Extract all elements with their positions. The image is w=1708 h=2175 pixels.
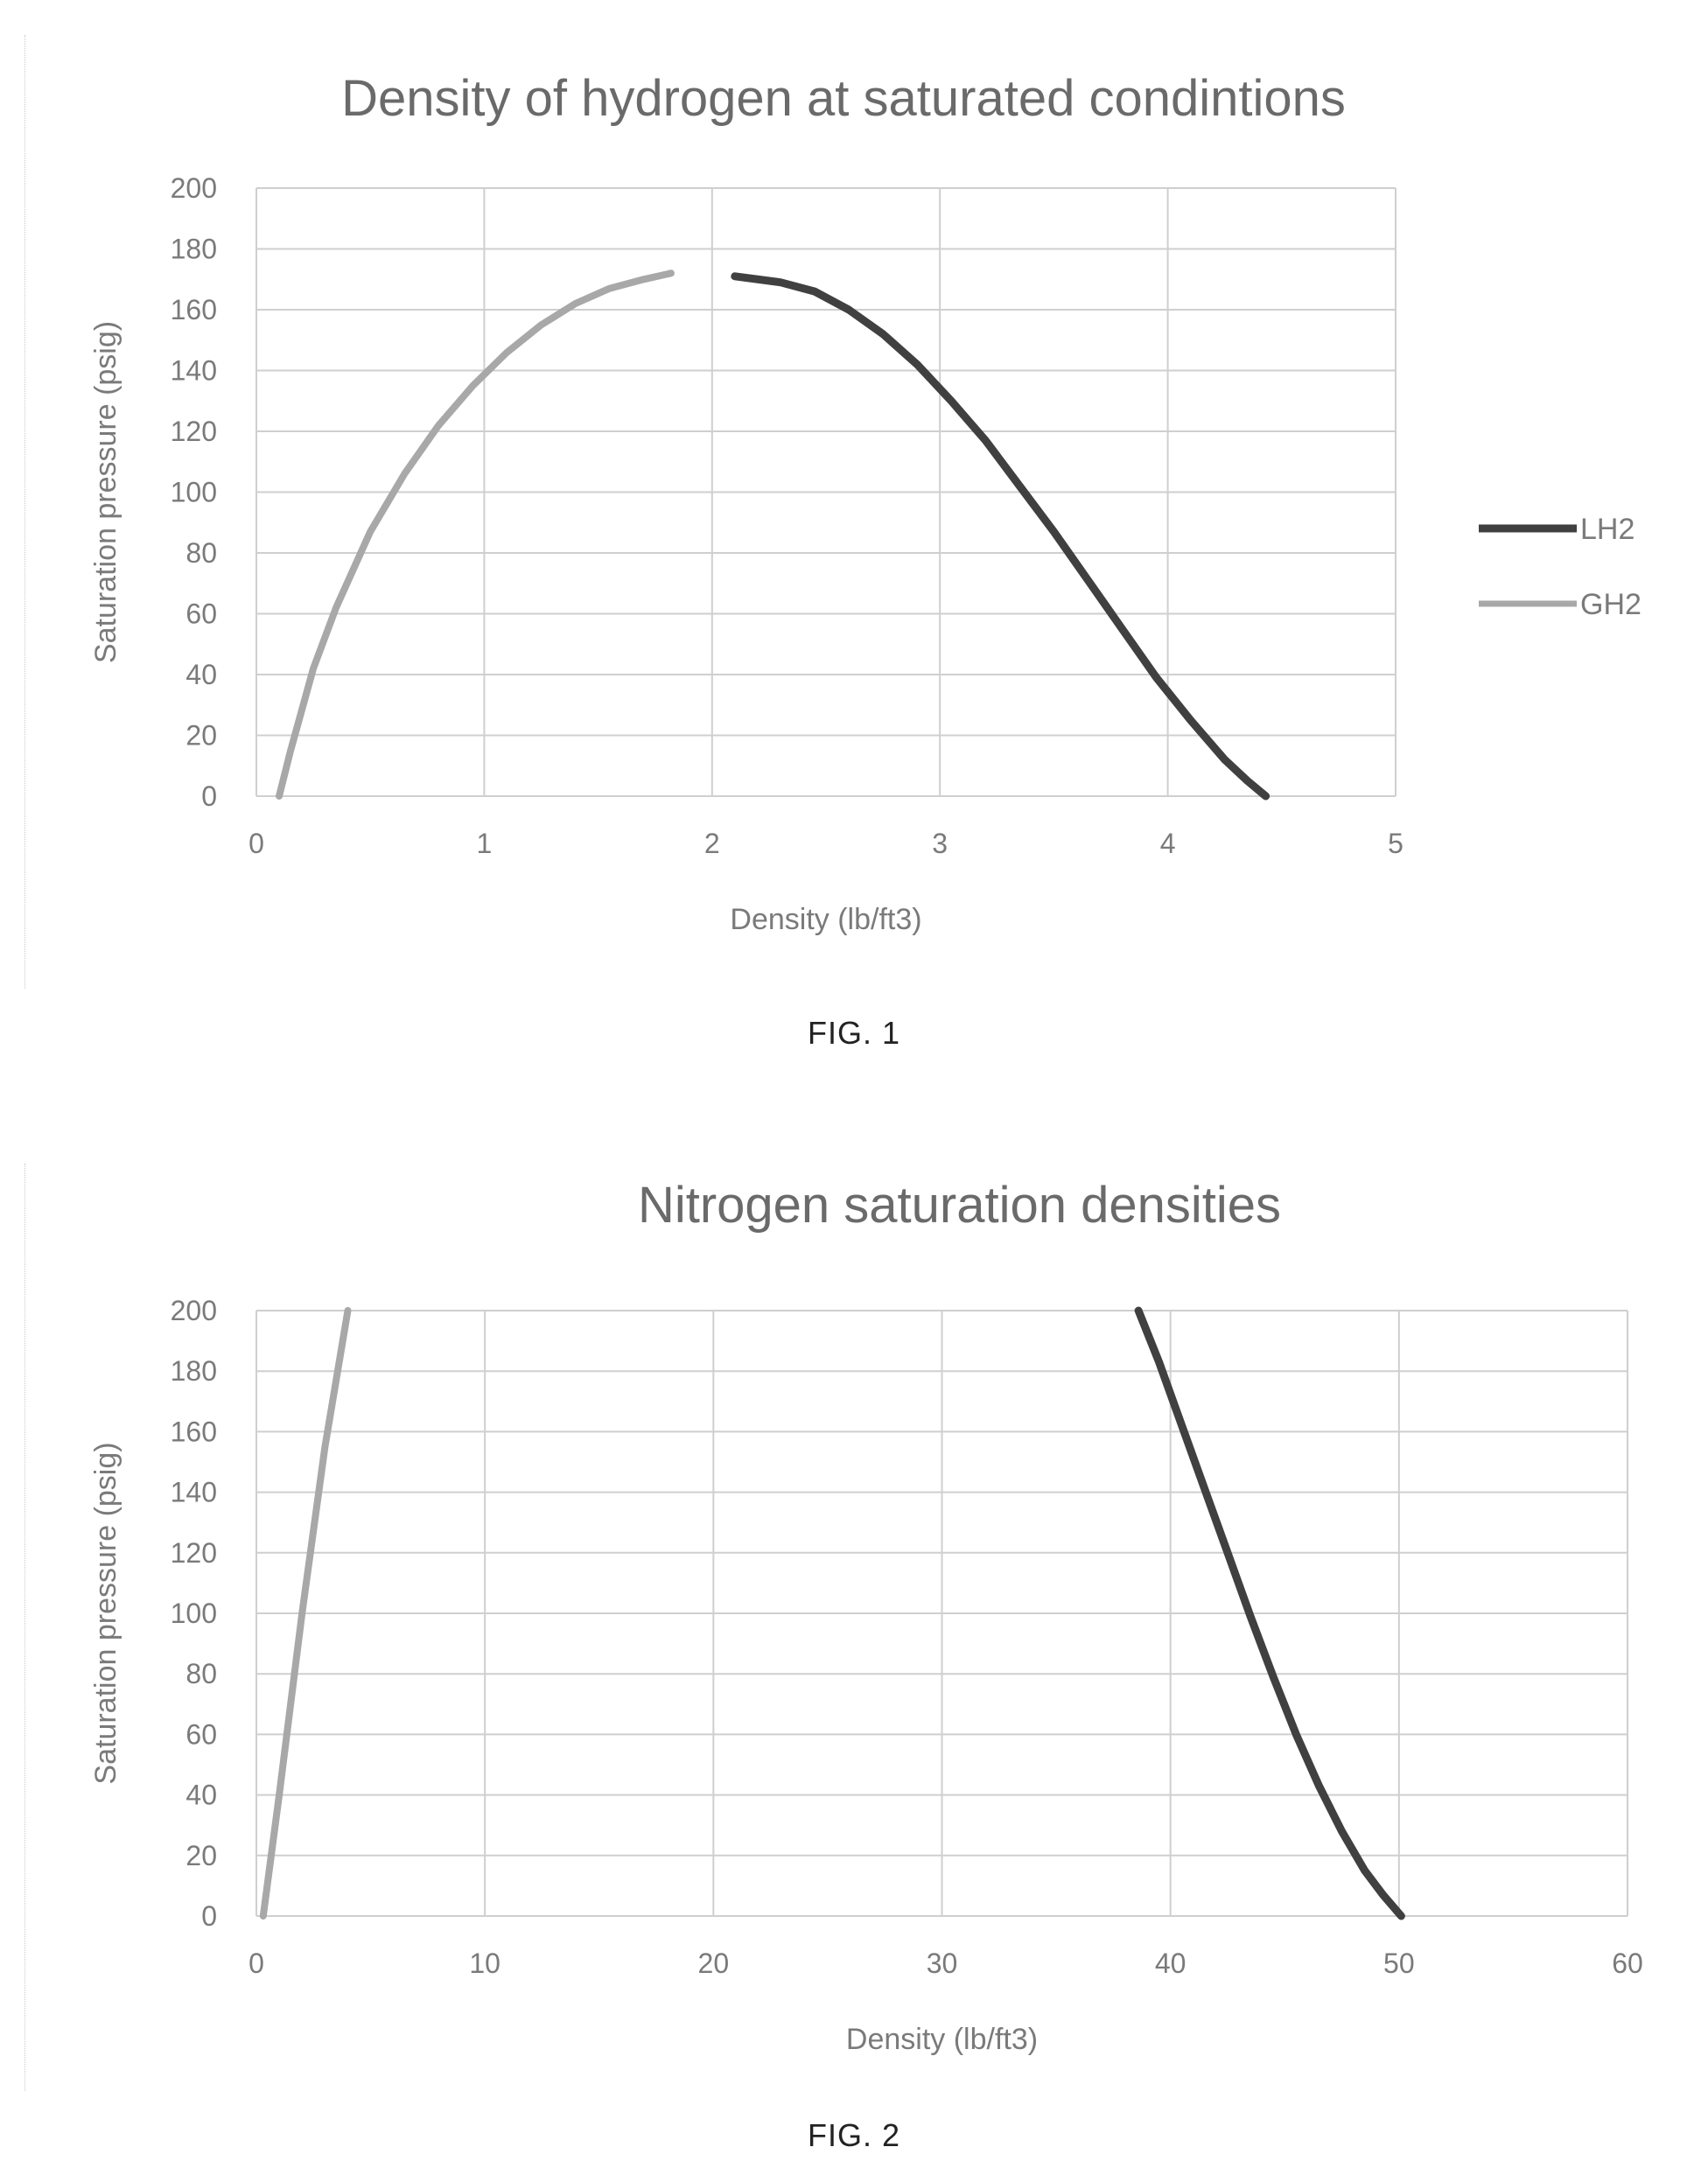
figure-2: Nitrogen saturation densities 0 20 40 60 80 10… (0, 1129, 1708, 2091)
y-tick-label: 160 (171, 294, 217, 325)
nitrogen-density-chart: Nitrogen saturation densities 0 20 40 60 80 10… (89, 1177, 1643, 2056)
page-edge-mark (24, 35, 25, 989)
y-tick-label: 160 (171, 1416, 217, 1447)
y-tick-label: 200 (171, 172, 217, 204)
x-tick-label: 50 (1383, 1948, 1415, 1979)
y-tick-label: 180 (171, 1355, 217, 1387)
x-axis-label: Density (lb/ft3) (730, 903, 921, 936)
legend-label-lh2: LH2 (1580, 513, 1634, 546)
x-tick-label: 2 (704, 828, 720, 859)
y-tick-label: 140 (171, 1477, 217, 1508)
y-tick-label: 200 (171, 1295, 217, 1326)
y-tick-label: 40 (186, 1780, 217, 1811)
y-tick-label: 60 (186, 1718, 217, 1750)
series-line-1 (1134, 1306, 1405, 1920)
y-tick-label: 20 (186, 720, 217, 752)
page-edge-mark (24, 1164, 25, 2091)
chart-title: Density of hydrogen at saturated condint… (341, 70, 1346, 127)
figure-1-caption: FIG. 1 (807, 1015, 901, 1051)
y-tick-label: 180 (171, 234, 217, 265)
y-axis-label: Saturation pressure (psig) (89, 1442, 122, 1784)
y-tick-label: 140 (171, 355, 217, 387)
hydrogen-density-chart: Density of hydrogen at saturated condint… (89, 70, 1642, 936)
y-tick-label: 100 (171, 477, 217, 508)
y-tick-label: 20 (186, 1840, 217, 1871)
x-tick-label: 60 (1612, 1948, 1643, 1979)
y-tick-label: 40 (186, 659, 217, 690)
y-tick-label: 60 (186, 598, 217, 630)
y-tick-label: 120 (171, 1537, 217, 1569)
series-line-2 (259, 1307, 352, 1920)
x-tick-label: 10 (469, 1948, 500, 1979)
chart-title: Nitrogen saturation densities (638, 1177, 1281, 1234)
gh2-series-line (276, 269, 675, 800)
lh2-series-line (731, 272, 1270, 801)
figure-2-caption: FIG. 2 (807, 2117, 901, 2153)
y-tick-label: 0 (201, 1900, 217, 1932)
x-tick-label: 3 (932, 828, 948, 859)
figure-1: Density of hydrogen at saturated condint… (0, 0, 1708, 1006)
x-tick-label: 1 (477, 828, 493, 859)
x-tick-label: 40 (1155, 1948, 1186, 1979)
y-axis-label: Saturation pressure (psig) (89, 321, 122, 663)
x-tick-label: 20 (698, 1948, 730, 1979)
x-tick-label: 0 (248, 828, 264, 859)
y-tick-label: 80 (186, 537, 217, 569)
y-tick-label: 120 (171, 416, 217, 447)
x-tick-label: 4 (1160, 828, 1176, 859)
y-tick-label: 80 (186, 1658, 217, 1689)
x-tick-label: 30 (927, 1948, 958, 1979)
x-tick-label: 0 (248, 1948, 264, 1979)
x-axis-label: Density (lb/ft3) (846, 2023, 1038, 2056)
legend-label-gh2: GH2 (1580, 588, 1642, 621)
y-tick-label: 0 (201, 780, 217, 812)
x-tick-label: 5 (1388, 828, 1404, 859)
y-tick-label: 100 (171, 1598, 217, 1629)
